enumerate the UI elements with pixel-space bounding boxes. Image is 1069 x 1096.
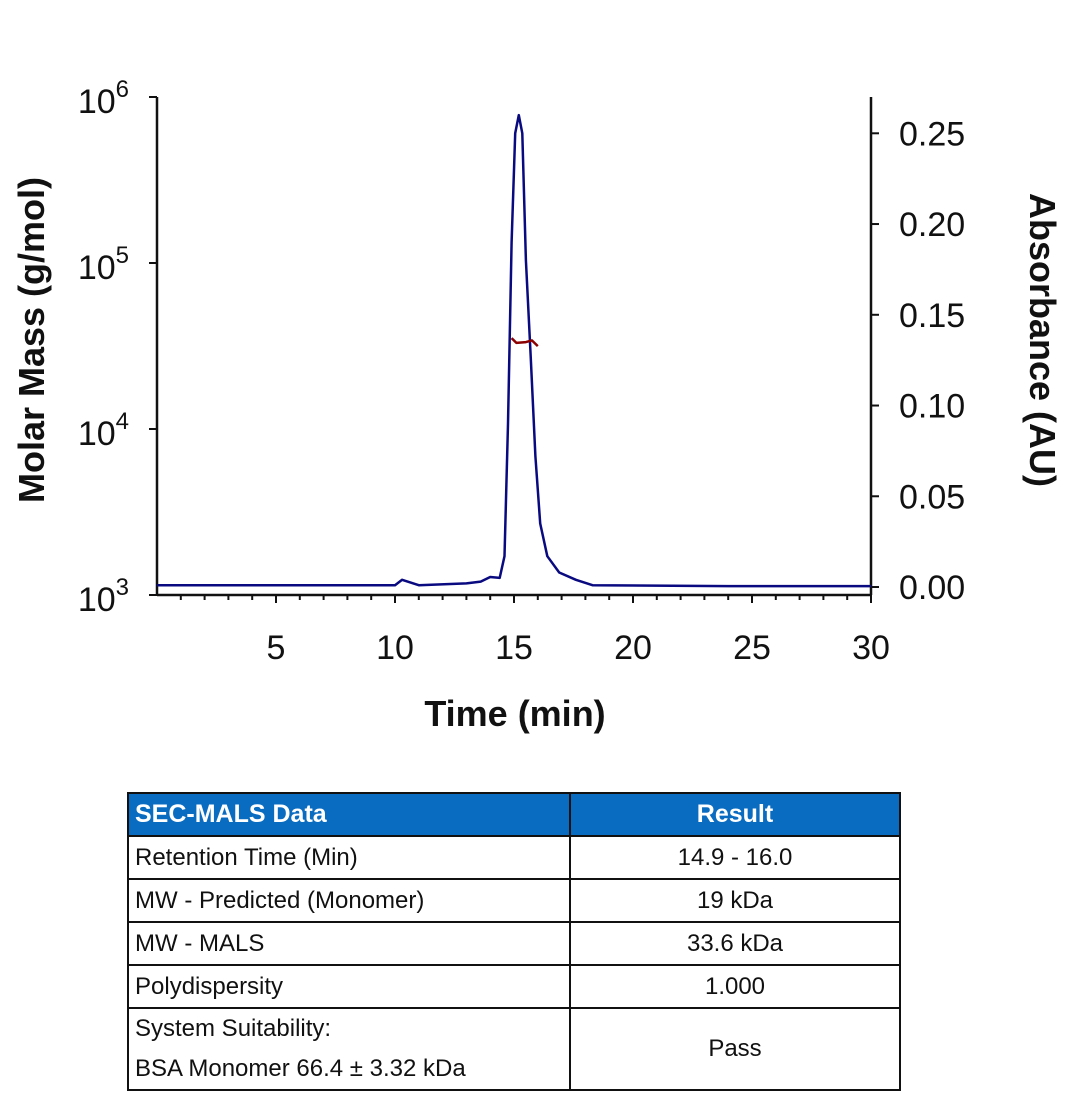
row-label: MW - MALS bbox=[127, 921, 571, 966]
table-row: MW - MALS 33.6 kDa bbox=[127, 921, 901, 966]
row-label: MW - Predicted (Monomer) bbox=[127, 878, 571, 923]
left-tick-label: 103 bbox=[78, 574, 129, 619]
x-tick-label: 25 bbox=[733, 629, 771, 667]
table-header-row: SEC-MALS Data Result bbox=[127, 792, 901, 837]
row-value: 33.6 kDa bbox=[569, 921, 901, 966]
left-axis-title: Molar Mass (g/mol) bbox=[11, 177, 52, 503]
row-value: 1.000 bbox=[569, 964, 901, 1009]
row-label: Polydispersity bbox=[127, 964, 571, 1009]
header-data: SEC-MALS Data bbox=[127, 792, 571, 837]
left-tick-label: 105 bbox=[78, 242, 129, 287]
header-result: Result bbox=[569, 792, 901, 837]
absorbance-line bbox=[157, 113, 871, 588]
left-tick-label: 106 bbox=[78, 76, 129, 121]
system-suitability-label: System Suitability: bbox=[135, 1015, 332, 1042]
x-tick-label: 20 bbox=[614, 629, 652, 667]
right-tick-label: 0.15 bbox=[899, 297, 965, 335]
bsa-monomer-label: BSA Monomer 66.4 ± 3.32 kDa bbox=[135, 1055, 466, 1082]
molar-mass-line bbox=[510, 337, 539, 347]
right-axis-title: Absorbance (AU) bbox=[1022, 193, 1063, 487]
row-label: Retention Time (Min) bbox=[127, 835, 571, 880]
table-row: System Suitability: BSA Monomer 66.4 ± 3.… bbox=[127, 1007, 901, 1091]
x-tick-label: 10 bbox=[376, 629, 414, 667]
right-tick-label: 0.00 bbox=[899, 569, 965, 607]
row-value: 19 kDa bbox=[569, 878, 901, 923]
x-tick-label: 15 bbox=[495, 629, 533, 667]
sec-mals-table: SEC-MALS Data Result Retention Time (Min… bbox=[127, 792, 901, 1091]
series-marks bbox=[157, 113, 871, 588]
left-tick-label: 104 bbox=[78, 408, 129, 453]
row-label: System Suitability: BSA Monomer 66.4 ± 3.… bbox=[127, 1007, 571, 1091]
axes: 5 10 15 20 25 30 103 104 105 106 0.00 0.05 0.10 0.15 0… bbox=[78, 76, 965, 667]
row-value: Pass bbox=[569, 1007, 901, 1091]
table-row: Polydispersity 1.000 bbox=[127, 964, 901, 1009]
table-row: Retention Time (Min) 14.9 - 16.0 bbox=[127, 835, 901, 880]
x-tick-label: 5 bbox=[267, 629, 286, 667]
right-tick-label: 0.05 bbox=[899, 478, 965, 516]
right-tick-label: 0.20 bbox=[899, 206, 965, 244]
right-tick-label: 0.10 bbox=[899, 388, 965, 426]
right-tick-label: 0.25 bbox=[899, 115, 965, 153]
table-row: MW - Predicted (Monomer) 19 kDa bbox=[127, 878, 901, 923]
row-value: 14.9 - 16.0 bbox=[569, 835, 901, 880]
x-axis-title: Time (min) bbox=[424, 693, 605, 734]
x-tick-label: 30 bbox=[852, 629, 890, 667]
sec-mals-chart: 5 10 15 20 25 30 103 104 105 106 0.00 0.05 0.10 0.15 0… bbox=[11, 76, 1063, 734]
